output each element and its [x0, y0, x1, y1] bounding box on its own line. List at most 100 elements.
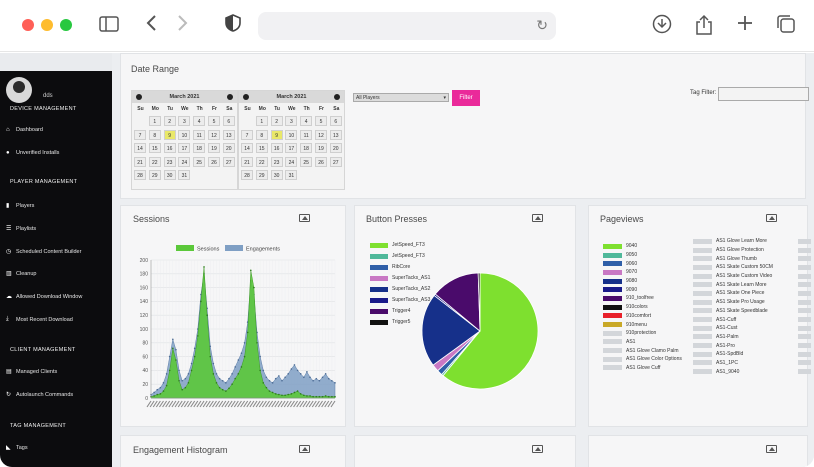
- sidebar-item-tags[interactable]: ◣ Tags: [6, 444, 28, 452]
- calendar-day[interactable]: 14: [241, 143, 253, 153]
- minimize-window-button[interactable]: [41, 19, 53, 31]
- calendar-day[interactable]: 23: [163, 156, 176, 167]
- calendar-day[interactable]: 28: [134, 170, 146, 180]
- calendar-day[interactable]: 21: [241, 156, 253, 167]
- filter-button[interactable]: Filter: [452, 90, 480, 106]
- calendar-day[interactable]: 2: [270, 116, 283, 126]
- calendar-day[interactable]: 8: [255, 129, 268, 140]
- calendar-day[interactable]: 19: [315, 143, 327, 153]
- tab-overview-icon[interactable]: [774, 14, 798, 38]
- calendar-day[interactable]: 9: [270, 129, 283, 140]
- sidebar-item-autolaunch-commands[interactable]: ↻ Autolaunch Commands: [6, 391, 73, 399]
- reload-icon[interactable]: ↻: [536, 17, 548, 33]
- downloads-icon[interactable]: [650, 14, 674, 38]
- next-month-icon[interactable]: [227, 94, 233, 100]
- calendar-day[interactable]: 31: [178, 170, 191, 180]
- sidebar-item-allowed-download-window[interactable]: ☁ Allowed Download Window: [6, 293, 82, 301]
- calendar-day[interactable]: 6: [329, 116, 342, 126]
- calendar-day[interactable]: 29: [148, 170, 161, 180]
- zoom-window-button[interactable]: [60, 19, 72, 31]
- calendar-day[interactable]: 14: [134, 143, 146, 153]
- calendar-day[interactable]: 20: [329, 143, 342, 153]
- calendar-day[interactable]: 8: [148, 129, 161, 140]
- back-icon[interactable]: [139, 14, 163, 38]
- calendar-day[interactable]: 27: [329, 156, 342, 167]
- calendar-day[interactable]: 22: [255, 156, 268, 167]
- calendar-day[interactable]: 7: [134, 129, 146, 140]
- calendar-day[interactable]: 23: [270, 156, 283, 167]
- image-export-icon[interactable]: [299, 214, 310, 222]
- sidebar-item-cleanup[interactable]: ▥ Cleanup: [6, 270, 37, 278]
- calendar-day[interactable]: 13: [329, 129, 342, 140]
- calendar-day[interactable]: 3: [285, 116, 298, 126]
- prev-month-icon[interactable]: [136, 94, 142, 100]
- image-export-icon[interactable]: [299, 445, 310, 453]
- calendar-day[interactable]: 25: [300, 156, 313, 167]
- calendar-day[interactable]: 29: [255, 170, 268, 180]
- calendar-day[interactable]: 18: [300, 143, 313, 153]
- calendar-day[interactable]: 17: [178, 143, 191, 153]
- calendar-day[interactable]: 27: [222, 156, 235, 167]
- calendar-day[interactable]: 3: [178, 116, 191, 126]
- image-export-icon[interactable]: [532, 445, 543, 453]
- calendar-day[interactable]: 7: [241, 129, 253, 140]
- calendar-day[interactable]: 26: [208, 156, 220, 167]
- image-export-icon[interactable]: [766, 445, 777, 453]
- avatar[interactable]: [6, 77, 32, 103]
- calendar-day[interactable]: 6: [222, 116, 235, 126]
- prev-month-icon[interactable]: [243, 94, 249, 100]
- calendar-day[interactable]: 13: [222, 129, 235, 140]
- calendar-day[interactable]: 15: [255, 143, 268, 153]
- calendar-day[interactable]: 11: [193, 129, 206, 140]
- calendar-day[interactable]: 28: [241, 170, 253, 180]
- sidebar-toggle-icon[interactable]: [97, 14, 121, 38]
- calendar-day[interactable]: 16: [163, 143, 176, 153]
- sidebar-item-scheduled-content-builder[interactable]: ◷ Scheduled Content Builder: [6, 248, 81, 256]
- calendar-day[interactable]: 18: [193, 143, 206, 153]
- calendar-day[interactable]: 4: [300, 116, 313, 126]
- new-tab-icon[interactable]: [733, 14, 757, 38]
- calendar-day[interactable]: 17: [285, 143, 298, 153]
- close-window-button[interactable]: [22, 19, 34, 31]
- calendar-day[interactable]: 30: [163, 170, 176, 180]
- calendar-day[interactable]: 9: [163, 129, 176, 140]
- calendar-day[interactable]: 11: [300, 129, 313, 140]
- calendar-day[interactable]: 19: [208, 143, 220, 153]
- calendar-day[interactable]: 21: [134, 156, 146, 167]
- sidebar-item-players[interactable]: ▮ Players: [6, 202, 34, 210]
- calendar-day[interactable]: 2: [163, 116, 176, 126]
- calendar-day[interactable]: 5: [315, 116, 327, 126]
- calendar-day[interactable]: 24: [178, 156, 191, 167]
- calendar-day[interactable]: 15: [148, 143, 161, 153]
- share-icon[interactable]: [692, 14, 716, 38]
- calendar-day[interactable]: 20: [222, 143, 235, 153]
- calendar-day[interactable]: 1: [148, 116, 161, 126]
- image-export-icon[interactable]: [532, 214, 543, 222]
- calendar-day[interactable]: 5: [208, 116, 220, 126]
- calendar-day[interactable]: 16: [270, 143, 283, 153]
- calendar-day[interactable]: 10: [285, 129, 298, 140]
- sidebar-item-unverified-installs[interactable]: ● Unverified Installs: [6, 150, 59, 156]
- calendar-day[interactable]: 12: [315, 129, 327, 140]
- calendar-day[interactable]: 25: [193, 156, 206, 167]
- calendar-day[interactable]: 26: [315, 156, 327, 167]
- calendar-day[interactable]: 4: [193, 116, 206, 126]
- sidebar-item-dashboard[interactable]: ⌂ Dashboard: [6, 127, 43, 133]
- forward-icon[interactable]: [171, 14, 195, 38]
- calendar-day[interactable]: 1: [255, 116, 268, 126]
- image-export-icon[interactable]: [766, 214, 777, 222]
- calendar-day[interactable]: 12: [208, 129, 220, 140]
- sidebar-item-most-recent-download[interactable]: ⤓ Most Recent Download: [6, 316, 73, 323]
- player-select[interactable]: All Players ▾: [353, 93, 449, 102]
- calendar-day[interactable]: 31: [285, 170, 298, 180]
- shield-icon[interactable]: [221, 14, 245, 38]
- calendar-day[interactable]: 30: [270, 170, 283, 180]
- address-bar[interactable]: ↻: [258, 12, 556, 40]
- sidebar-item-playlists[interactable]: ☰ Playlists: [6, 225, 36, 233]
- tag-filter-input[interactable]: [718, 87, 809, 101]
- next-month-icon[interactable]: [334, 94, 340, 100]
- calendar-day[interactable]: 10: [178, 129, 191, 140]
- sidebar-item-managed-clients[interactable]: ▤ Managed Clients: [6, 368, 57, 376]
- calendar-day[interactable]: 22: [148, 156, 161, 167]
- calendar-day[interactable]: 24: [285, 156, 298, 167]
